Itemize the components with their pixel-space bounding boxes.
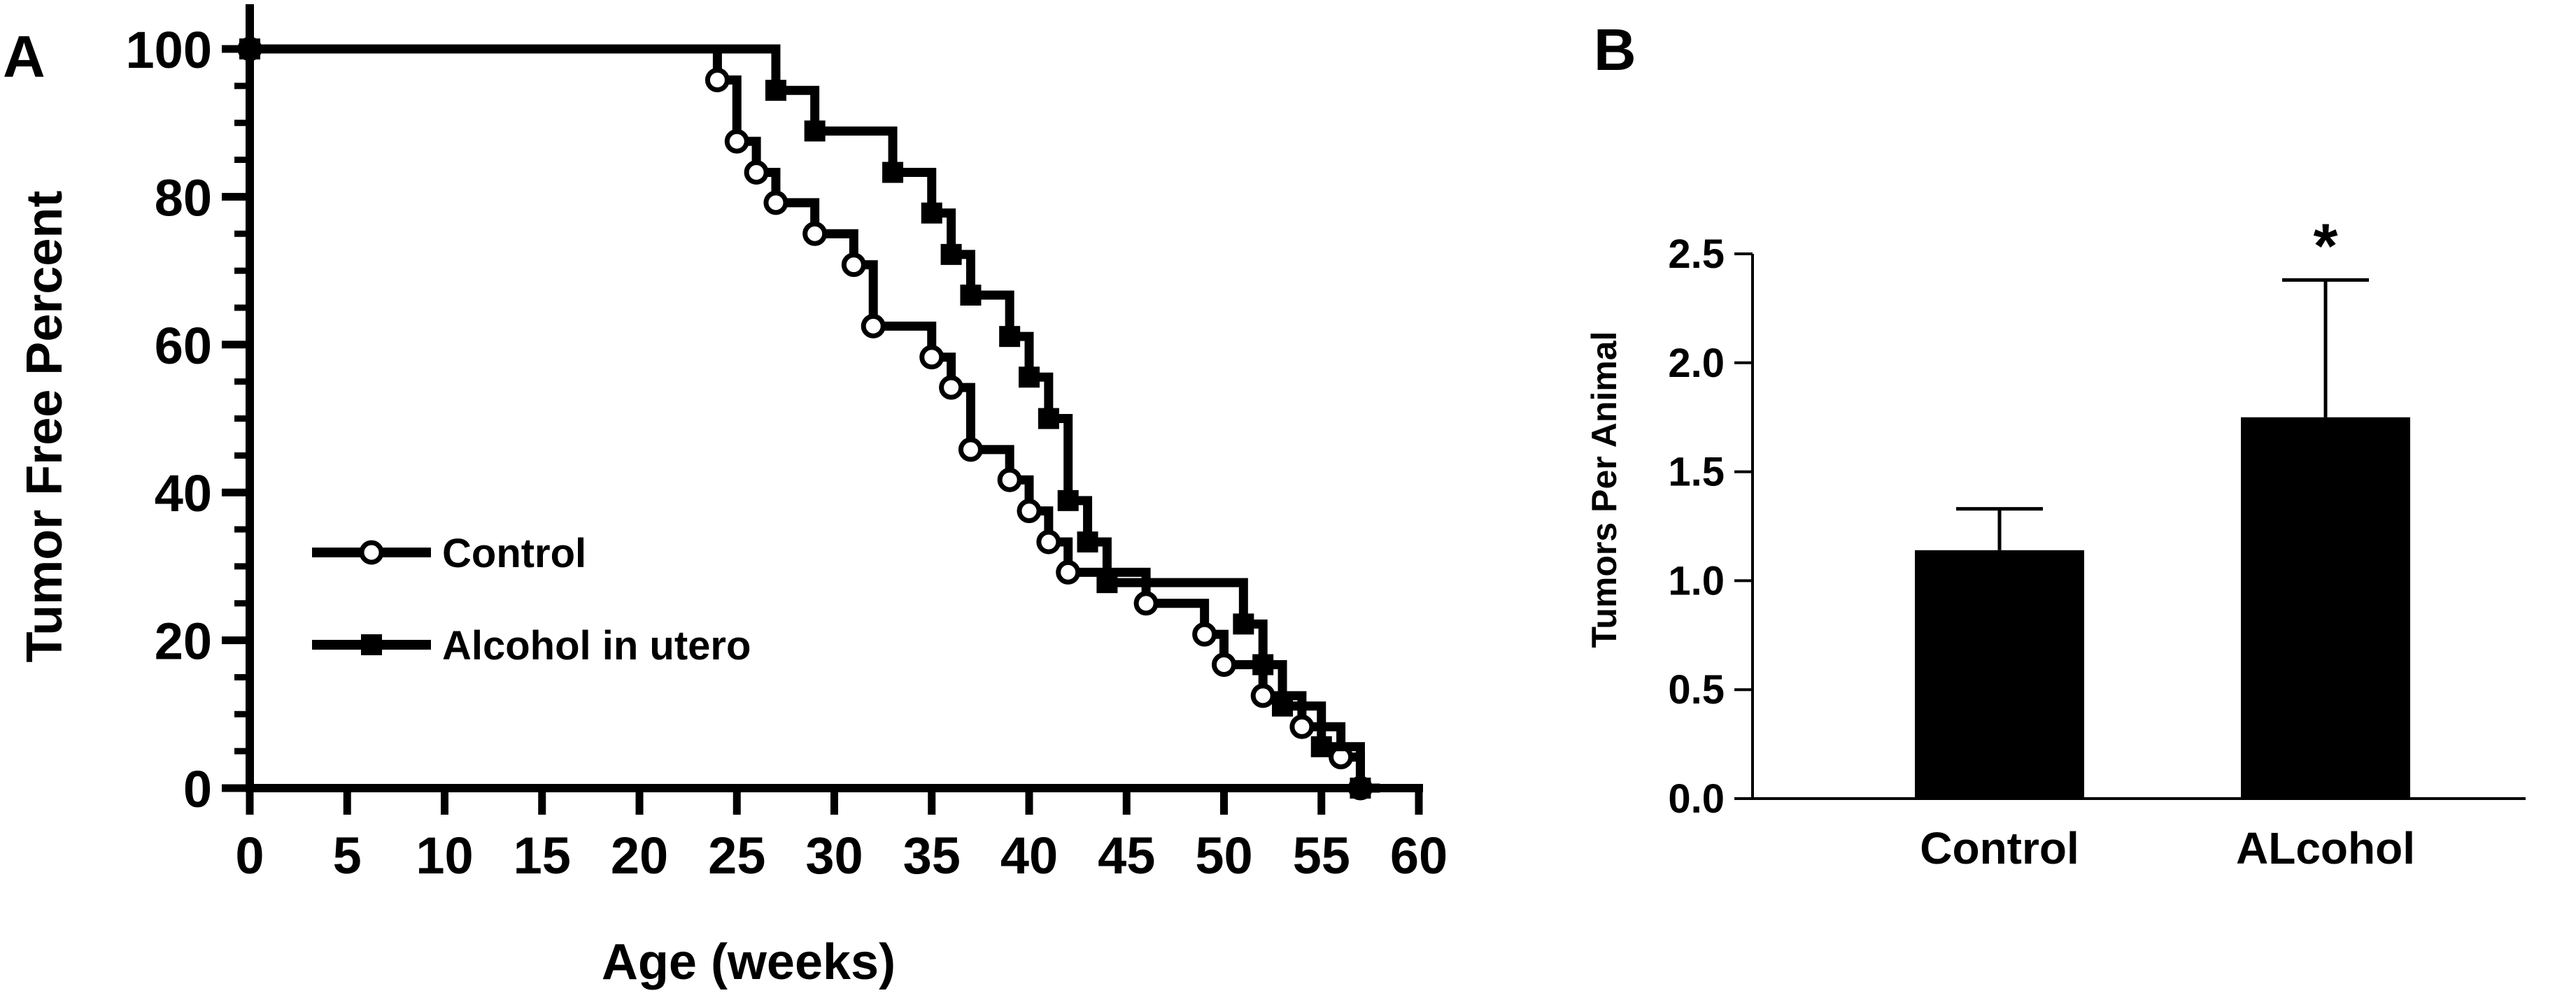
survival-point-control [919, 345, 944, 370]
panel-b-label: B [1594, 17, 1636, 83]
survival-y-tick-label: 100 [126, 21, 212, 79]
survival-point-control [939, 375, 964, 400]
survival-x-tick-label: 55 [1293, 827, 1350, 885]
survival-y-tick-label: 80 [155, 169, 212, 227]
bar-category-label: Control [1920, 823, 2079, 873]
bar-y-tick-label: 0.5 [1668, 667, 1725, 713]
bar-y-axis-title: Tumors Per Animal [1585, 331, 1624, 648]
survival-x-axis-title: Age (weeks) [602, 934, 896, 990]
significance-asterisk: * [2313, 211, 2337, 281]
bar-y-tick-label: 2.0 [1668, 341, 1725, 386]
bar-chart-panel: B 0.0 0.5 1.0 1.5 2.0 2.5 * Control ALcohol Tu… [1585, 17, 2526, 873]
legend-alcohol-label: Alcohol in utero [442, 623, 751, 669]
survival-x-tick-label: 40 [1000, 827, 1058, 885]
survival-step-line-control [250, 44, 1365, 788]
survival-point-control [997, 467, 1022, 492]
survival-x-tick-label: 45 [1098, 827, 1155, 885]
survival-point-alcohol [1272, 695, 1294, 717]
survival-point-alcohol [921, 202, 942, 224]
survival-point-alcohol [804, 120, 826, 142]
survival-y-tick-label: 60 [155, 317, 212, 375]
survival-point-control [1017, 499, 1042, 524]
legend-alcohol-marker [361, 634, 382, 655]
bar-category-labels: Control ALcohol [1920, 823, 2415, 873]
survival-point-control [1289, 714, 1315, 739]
survival-point-alcohol [1038, 408, 1059, 429]
bar-y-tick-label: 2.5 [1668, 231, 1725, 277]
survival-point-control [841, 252, 866, 278]
survival-point-alcohol [960, 284, 982, 306]
survival-point-alcohol [1252, 654, 1274, 676]
bar-series: * [1915, 211, 2410, 799]
panel-a-label: A [3, 24, 45, 90]
survival-point-control [1036, 529, 1061, 555]
survival-point-alcohol [239, 38, 260, 59]
survival-point-alcohol [999, 326, 1021, 348]
survival-point-alcohol [765, 80, 786, 101]
survival-axes [246, 4, 1423, 792]
survival-point-control [1212, 652, 1236, 677]
survival-x-tick-label: 20 [611, 827, 668, 885]
bar-category-label: ALcohol [2236, 823, 2415, 873]
survival-point-alcohol [1310, 736, 1332, 757]
survival-x-tick-label: 10 [416, 827, 473, 885]
bar-alcohol [2241, 417, 2410, 799]
survival-step-line-alcohol [250, 44, 1380, 793]
survival-y-tick-label: 20 [155, 613, 212, 671]
survival-legend: Control Alcohol in utero [312, 531, 751, 669]
survival-x-tick-label: 30 [805, 827, 863, 885]
survival-point-alcohol [1057, 490, 1079, 511]
survival-point-control [802, 221, 828, 246]
legend-control-label: Control [442, 531, 586, 576]
survival-point-control [1250, 683, 1275, 708]
survival-point-alcohol [1233, 613, 1254, 635]
bar-y-tick-label: 1.5 [1668, 450, 1725, 495]
survival-y-tick-label: 0 [183, 760, 212, 818]
survival-point-alcohol [1350, 778, 1371, 799]
survival-point-control [861, 313, 886, 338]
survival-x-tick-label: 15 [514, 827, 571, 885]
survival-point-control [1192, 622, 1217, 647]
survival-y-ticks: 0 20 40 60 80 100 [126, 21, 250, 818]
survival-x-ticks: 0 5 10 15 20 25 30 35 40 45 50 55 60 [235, 788, 1448, 885]
survival-x-tick-label: 0 [235, 827, 264, 885]
bar-control [1915, 550, 2084, 799]
survival-point-alcohol [882, 162, 904, 183]
survival-point-control [744, 160, 769, 185]
survival-point-control [705, 67, 730, 92]
survival-point-control [1133, 591, 1159, 616]
survival-y-tick-label: 40 [155, 464, 212, 522]
survival-x-tick-label: 50 [1195, 827, 1252, 885]
legend-control-marker [359, 540, 384, 565]
survival-x-tick-label: 5 [333, 827, 362, 885]
survival-point-alcohol [1077, 531, 1098, 553]
survival-point-alcohol [1019, 366, 1040, 388]
survival-point-control [1056, 559, 1081, 585]
survival-point-control [958, 437, 983, 462]
survival-point-control [763, 190, 788, 215]
survival-point-alcohol [1096, 572, 1118, 594]
survival-x-tick-label: 35 [903, 827, 961, 885]
survival-x-tick-label: 60 [1390, 827, 1448, 885]
survival-point-alcohol [940, 243, 962, 265]
bar-y-tick-label: 1.0 [1668, 558, 1725, 603]
survival-y-axis-title: Tumor Free Percent [17, 191, 73, 663]
bar-y-ticks: 0.0 0.5 1.0 1.5 2.0 2.5 [1668, 231, 1753, 822]
bar-y-tick-label: 0.0 [1668, 776, 1725, 822]
survival-point-control [724, 129, 749, 154]
survival-x-tick-label: 25 [708, 827, 765, 885]
survival-series [237, 36, 1380, 801]
